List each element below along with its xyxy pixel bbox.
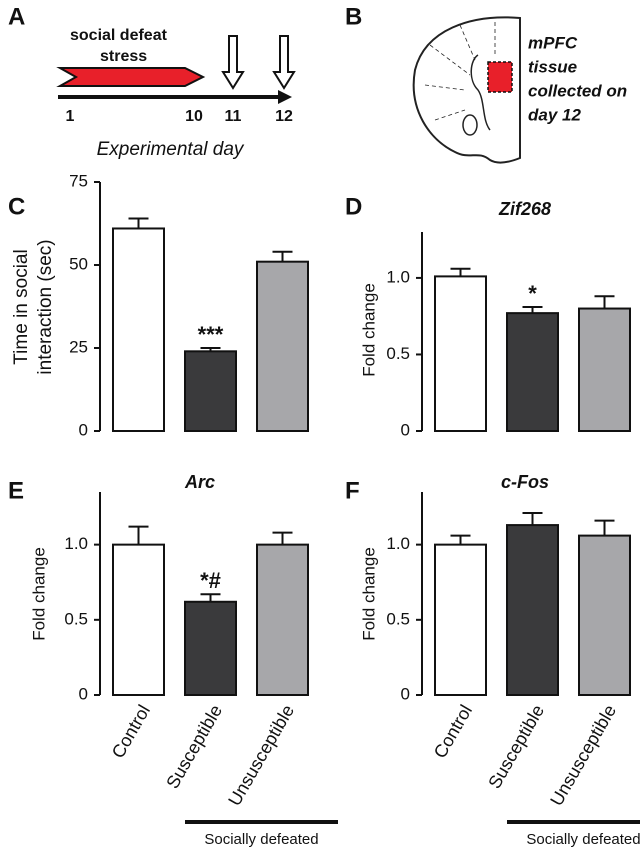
bar xyxy=(506,524,559,696)
y-tick-label: 1.0 xyxy=(64,534,88,553)
stress-label: stress xyxy=(100,48,147,65)
annotation-line: tissue xyxy=(528,57,577,76)
bar-chart: 0 0.5 1.0 Fold change Arc Control *# Susceptibl… xyxy=(29,472,338,848)
bar xyxy=(184,350,237,433)
panel-label: E xyxy=(8,477,24,504)
bar xyxy=(112,227,165,432)
panel-label: A xyxy=(8,3,25,30)
annotation-line: day 12 xyxy=(528,105,581,124)
panel-label: F xyxy=(345,477,360,504)
sample-arrow xyxy=(272,35,296,90)
bar xyxy=(506,312,559,432)
x-tick-label: Control xyxy=(108,701,154,761)
day-label: 1 xyxy=(66,108,75,125)
bar-chart: 0 25 50 75 Time in social interaction (sec) **… xyxy=(11,171,309,439)
axis-label: Experimental day xyxy=(97,139,245,160)
y-tick-label: 75 xyxy=(69,171,88,190)
y-tick-label: 0 xyxy=(79,420,88,439)
axis-arrowhead xyxy=(278,90,292,104)
bar-chart: 0 0.5 1.0 Fold change c-Fos Control Susceptibl… xyxy=(359,472,640,848)
chart-title: c-Fos xyxy=(501,472,549,492)
panel-label: C xyxy=(8,193,25,220)
y-tick-label: 1.0 xyxy=(386,267,410,286)
x-tick-label: Unsusceptible xyxy=(546,701,620,809)
bar xyxy=(256,543,309,697)
sample-arrow xyxy=(221,35,245,90)
stress-arrow xyxy=(56,67,206,87)
day-label: 11 xyxy=(225,108,242,125)
y-axis-label: interaction (sec) xyxy=(35,239,56,374)
chart-title: Arc xyxy=(184,472,215,492)
significance-label: *# xyxy=(200,568,221,593)
bar xyxy=(112,543,165,697)
x-tick-label: Susceptible xyxy=(484,701,548,792)
stress-label: social defeat xyxy=(70,27,168,44)
y-tick-label: 1.0 xyxy=(386,534,410,553)
annotation-line: mPFC xyxy=(528,33,578,52)
bar xyxy=(434,275,487,432)
y-axis-label: Fold change xyxy=(359,283,378,377)
y-tick-label: 0 xyxy=(401,684,410,703)
significance-label: *** xyxy=(198,322,224,347)
x-tick-label: Control xyxy=(430,701,476,761)
y-tick-label: 0.5 xyxy=(64,609,88,628)
y-tick-label: 0.5 xyxy=(386,609,410,628)
timeline: social defeat stress 1 10 11 12 Experime… xyxy=(56,27,296,160)
y-axis-label: Time in social xyxy=(11,249,32,364)
chart-title: Zif268 xyxy=(498,199,551,219)
y-tick-label: 0 xyxy=(79,684,88,703)
significance-label: * xyxy=(528,281,537,306)
y-tick-label: 0 xyxy=(401,420,410,439)
y-tick-label: 25 xyxy=(69,337,88,356)
x-tick-label: Susceptible xyxy=(162,701,226,792)
y-tick-label: 0.5 xyxy=(386,344,410,363)
bar xyxy=(434,543,487,697)
panel-label: D xyxy=(345,193,362,220)
bar xyxy=(184,600,237,697)
group-label: Socially defeated xyxy=(204,831,318,848)
y-tick-label: 50 xyxy=(69,254,88,273)
bar xyxy=(578,534,631,697)
tissue-region xyxy=(487,61,513,93)
group-label: Socially defeated xyxy=(526,831,640,848)
y-axis-label: Fold change xyxy=(359,547,378,641)
bar xyxy=(578,307,631,432)
brain-annotation: mPFC tissue collected on day 12 xyxy=(528,33,627,124)
brain-section xyxy=(412,16,521,164)
y-axis-label: Fold change xyxy=(29,547,48,641)
bar xyxy=(256,260,309,432)
bar-chart: 0 0.5 1.0 Fold change Zif268 * xyxy=(359,199,631,439)
annotation-line: collected on xyxy=(528,81,627,100)
day-label: 12 xyxy=(275,108,293,125)
x-tick-label: Unsusceptible xyxy=(224,701,298,809)
panel-label: B xyxy=(345,3,362,30)
day-label: 10 xyxy=(185,108,203,125)
